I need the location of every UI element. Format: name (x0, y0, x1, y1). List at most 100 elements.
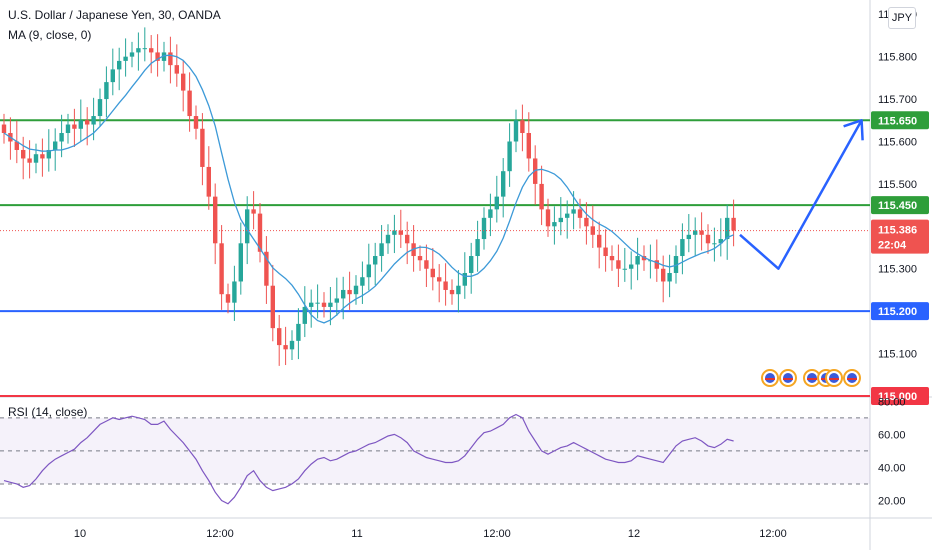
candle-body (424, 260, 429, 269)
candle-body (379, 243, 384, 257)
candle-body (21, 149, 26, 159)
candle-body (462, 272, 467, 286)
candle-body (232, 281, 237, 303)
event-flag-stripe-icon (829, 378, 839, 380)
level-price-label: 115.650 (878, 115, 917, 127)
candle-body (136, 48, 141, 53)
candle-body (245, 209, 250, 244)
candle-body (520, 120, 525, 134)
candle-body (27, 158, 32, 163)
candle-body (494, 196, 499, 210)
price-tick-label: 115.600 (878, 136, 917, 148)
candle-body (507, 141, 512, 172)
candle-body (277, 328, 282, 346)
candle-body (584, 217, 589, 227)
candle-body (705, 234, 711, 244)
candle-body (731, 217, 736, 231)
candle-body (123, 56, 128, 61)
candle-body (1, 124, 7, 134)
candle-body (635, 256, 640, 265)
candle-body (590, 226, 595, 235)
candle-body (334, 298, 339, 303)
candle-body (97, 99, 103, 117)
candle-body (609, 256, 615, 261)
candle-body (430, 268, 435, 278)
candle-body (629, 264, 634, 269)
candle-body (712, 243, 717, 245)
candle-body (539, 183, 544, 210)
level-price-tag (871, 302, 929, 321)
level-price-label: 115.450 (878, 200, 917, 212)
time-tick-label: 12:00 (206, 528, 234, 540)
candle-body (321, 302, 327, 307)
level-price-tag (871, 387, 929, 405)
candle-body (475, 239, 480, 257)
event-flag-stripe-icon (783, 378, 793, 380)
candle-body (699, 230, 704, 235)
candle-body (558, 217, 563, 223)
candle-body (481, 217, 487, 240)
candle-body (353, 285, 359, 295)
candle-body (289, 340, 295, 350)
candle-body (78, 120, 83, 129)
candle-body (181, 73, 186, 91)
last-price-tag (871, 219, 929, 254)
candle-body (309, 302, 314, 307)
candle-body (40, 154, 45, 159)
rsi-tick-label: 40.00 (878, 462, 906, 474)
candle-body (693, 230, 698, 235)
rsi-legend: RSI (14, close) (8, 405, 88, 419)
candle-body (85, 120, 90, 125)
candle-body (565, 213, 570, 218)
candle-body (110, 69, 115, 83)
candle-body (161, 52, 167, 61)
rsi-line (3, 413, 734, 505)
candle-body (187, 90, 192, 117)
price-tick-label: 115.100 (878, 349, 917, 361)
candle-body (686, 234, 691, 240)
candle-body (513, 120, 519, 142)
candle-body (328, 302, 333, 307)
candle-body (673, 256, 679, 273)
candle-body (33, 154, 39, 163)
candle-body (219, 243, 224, 295)
candle-body (149, 48, 154, 53)
event-flag-stripe-icon (807, 378, 817, 380)
candle-body (667, 272, 672, 282)
candle-body (264, 251, 269, 286)
level-price-tag (871, 111, 929, 130)
candle-body (597, 234, 602, 248)
candle-body (59, 133, 64, 142)
chart-title: U.S. Dollar / Japanese Yen, 30, OANDA (8, 8, 221, 22)
candle-body (417, 256, 423, 261)
candle-body (552, 222, 557, 227)
candle-body (622, 268, 627, 270)
candle-body (725, 217, 730, 240)
candle-body (661, 268, 666, 282)
candle-body (53, 141, 58, 150)
currency-button[interactable]: JPY (888, 7, 916, 29)
candle-body (315, 302, 320, 304)
candle-body (104, 82, 109, 100)
level-price-label: 115.000 (878, 391, 917, 403)
moving-average-line (3, 54, 734, 324)
candle-body (469, 256, 474, 273)
candle-body (129, 52, 135, 57)
candle-body (577, 209, 583, 218)
candle-body (616, 260, 621, 269)
time-tick-label: 10 (74, 528, 86, 540)
last-price-label: 115.386 (878, 225, 917, 237)
candle-body (72, 124, 77, 129)
projection-arrowhead (843, 119, 864, 141)
price-tick-label: 115.800 (878, 52, 917, 64)
candle-body (373, 256, 378, 265)
price-tick-label: 115.500 (878, 179, 917, 191)
event-flag-stripe-icon (765, 378, 775, 380)
candle-body (392, 230, 397, 235)
candle-body (142, 48, 147, 50)
candle-body (200, 128, 205, 167)
candle-body (526, 133, 531, 159)
ma-legend: MA (9, close, 0) (8, 28, 92, 42)
